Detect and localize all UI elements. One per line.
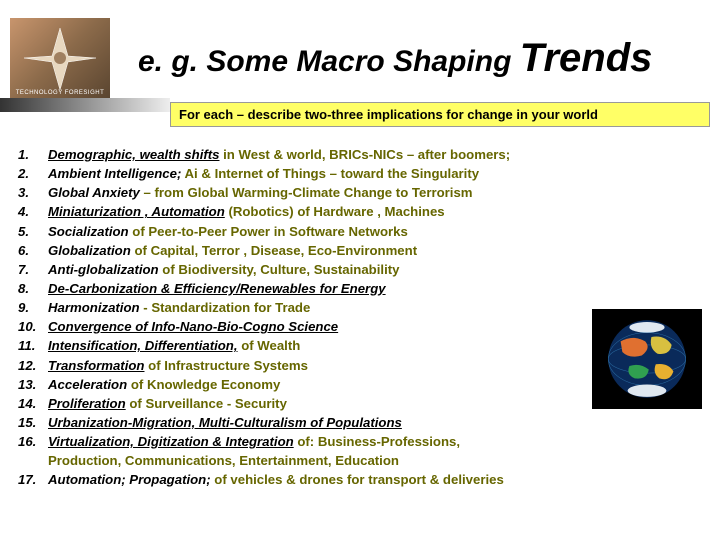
trend-tail: - Standardization for Trade [140,300,311,315]
trend-lead: Acceleration [48,377,127,392]
logo-image: TECHNOLOGY FORESIGHT [10,18,110,98]
trend-item: Demographic, wealth shifts in West & wor… [18,145,708,164]
trend-lead: Transformation [48,358,144,373]
globe-image [592,309,702,409]
trend-lead: Miniaturization , Automation [48,204,225,219]
trend-lead: Automation; Propagation; [48,472,211,487]
trend-lead: Convergence of Info-Nano-Bio-Cogno Scien… [48,319,338,334]
title-prefix: e. g. Some Macro Shaping [138,45,520,78]
trend-tail: in West & world, BRICs-NICs – after boom… [219,147,510,162]
trend-tail: of Biodiversity, Culture, Sustainability [159,262,400,277]
trend-lead: Proliferation [48,396,126,411]
trend-lead: Demographic, wealth shifts [48,147,219,162]
trend-lead: Harmonization [48,300,140,315]
trend-tail: of Surveillance - Security [126,396,287,411]
trend-item: Virtualization, Digitization & Integrati… [18,432,708,470]
trend-tail: – from Global Warming-Climate Change to … [140,185,473,200]
slide-header: TECHNOLOGY FORESIGHT e. g. Some Macro Sh… [0,0,720,102]
trend-tail: of Capital, Terror , Disease, Eco-Enviro… [131,243,417,258]
trend-tail: of Wealth [238,338,301,353]
trend-lead: Intensification, Differentiation, [48,338,238,353]
trend-tail: (Robotics) of Hardware , Machines [225,204,445,219]
trend-item: Anti-globalization of Biodiversity, Cult… [18,260,708,279]
trend-lead: Urbanization-Migration, Multi-Culturalis… [48,415,402,430]
trend-tail: of Infrastructure Systems [144,358,307,373]
instruction-bar: For each – describe two-three implicatio… [170,102,710,127]
trend-lead: Anti-globalization [48,262,159,277]
logo-caption: TECHNOLOGY FORESIGHT [12,90,108,96]
trend-tail: of Peer-to-Peer Power in Software Networ… [129,224,408,239]
trend-item: Urbanization-Migration, Multi-Culturalis… [18,413,708,432]
trend-item: Ambient Intelligence; Ai & Internet of T… [18,164,708,183]
trend-tail: of Knowledge Economy [127,377,280,392]
content-area: Demographic, wealth shifts in West & wor… [0,127,720,490]
trend-item: De-Carbonization & Efficiency/Renewables… [18,279,708,298]
trend-item: Global Anxiety – from Global Warming-Cli… [18,183,708,202]
trend-lead: Global Anxiety [48,185,140,200]
trend-lead: De-Carbonization & Efficiency/Renewables… [48,281,386,296]
header-underline-gradient [0,98,170,112]
trend-item: Globalization of Capital, Terror , Disea… [18,241,708,260]
trend-lead: Ambient Intelligence; [48,166,181,181]
trend-tail: Ai & Internet of Things – toward the Sin… [181,166,479,181]
trend-item: Automation; Propagation; of vehicles & d… [18,470,708,489]
trend-tail: of: Business-Professions, [294,434,460,449]
globe-icon [599,315,695,403]
trend-lead: Virtualization, Digitization & Integrati… [48,434,294,449]
trend-lead: Socialization [48,224,129,239]
trend-subline: Production, Communications, Entertainmen… [48,451,708,470]
trend-lead: Globalization [48,243,131,258]
title-emphasis: Trends [520,36,653,80]
trend-item: Miniaturization , Automation (Robotics) … [18,202,708,221]
trend-tail: of vehicles & drones for transport & del… [211,472,504,487]
compass-icon [10,18,110,98]
trend-item: Socialization of Peer-to-Peer Power in S… [18,222,708,241]
slide-title: e. g. Some Macro Shaping Trends [110,36,710,81]
